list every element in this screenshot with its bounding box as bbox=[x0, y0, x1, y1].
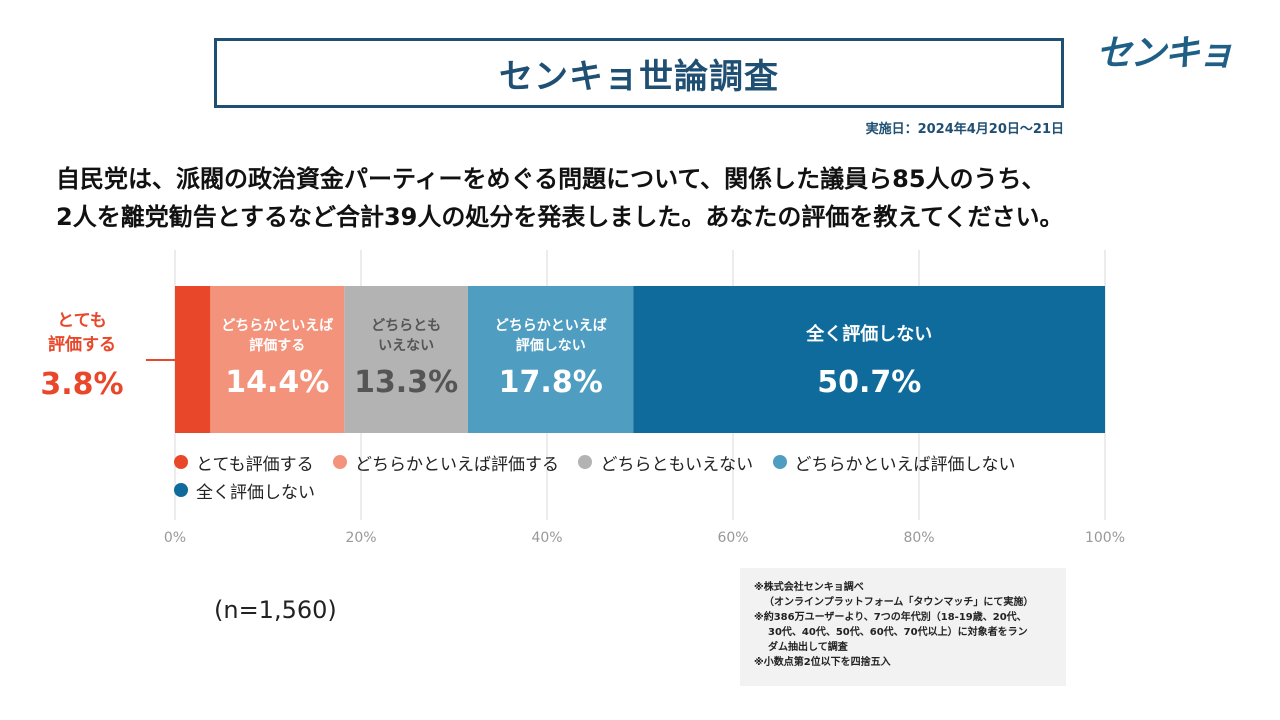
bars bbox=[175, 286, 1105, 433]
tick-label: 40% bbox=[531, 530, 562, 546]
tick-label: 80% bbox=[903, 530, 934, 546]
footnote: ダム抽出して調査 bbox=[768, 642, 848, 653]
legend-dot-icon bbox=[174, 455, 188, 469]
footnote: 30代、40代、50代、60代、70代以上）に対象者をラン bbox=[768, 627, 1028, 638]
bar-segment bbox=[210, 286, 345, 433]
legend-label: とても評価する bbox=[196, 454, 314, 475]
footnotes: ※株式会社センキョ調べ （オンラインプラットフォーム「タウンマッチ」にて実施） … bbox=[740, 568, 1066, 686]
footnote: ※約386万ユーザーより、7つの年代別（18-19歳、20代、 bbox=[754, 612, 1027, 623]
question-line-2: 2人を離党勧告とするなど合計39人の処分を発表しました。あなたの評価を教えてくだ… bbox=[56, 203, 1064, 231]
question-line-1: 自民党は、派閥の政治資金パーティーをめぐる問題について、関係した議員ら85人のう… bbox=[56, 165, 1046, 193]
legend-label: どちらかといえば評価しない bbox=[794, 454, 1016, 475]
segment-category-label: どちらとも bbox=[371, 318, 441, 334]
segment-category-label: いえない bbox=[378, 338, 434, 354]
legend-item: どちらかといえば評価しない bbox=[772, 448, 1016, 476]
brand-logo: センキョ bbox=[1096, 33, 1234, 74]
legend-label: 全く評価しない bbox=[196, 482, 315, 503]
data-label: 14.4% bbox=[225, 365, 329, 400]
data-label: 13.3% bbox=[354, 365, 458, 400]
tick-label: 20% bbox=[345, 530, 376, 546]
page-title: センキョ世論調査 bbox=[499, 56, 779, 97]
segment-category-label: どちらかといえば bbox=[495, 318, 607, 334]
bar-labels: とても評価する3.8%どちらかといえば評価する14.4%どちらともいえない13.… bbox=[40, 311, 932, 402]
data-label: 3.8% bbox=[40, 367, 123, 402]
tick-label: 0% bbox=[164, 530, 186, 546]
segment-category-label: 全く評価しない bbox=[805, 323, 932, 345]
bar-segment bbox=[633, 286, 1105, 433]
legend: とても評価する どちらかといえば評価する どちらともいえない どちらかといえば評… bbox=[174, 448, 1074, 504]
data-label: 17.8% bbox=[499, 365, 603, 400]
legend-dot-icon bbox=[578, 455, 593, 469]
legend-dot-icon bbox=[174, 483, 188, 497]
survey-date: 実施日：2024年4月20日〜21日 bbox=[865, 122, 1064, 137]
legend-dot-icon bbox=[772, 455, 787, 469]
survey-question: 自民党は、派閥の政治資金パーティーをめぐる問題について、関係した議員ら85人のう… bbox=[56, 160, 1236, 236]
legend-label: どちらかといえば評価する bbox=[355, 454, 560, 475]
legend-item: 全く評価しない bbox=[174, 476, 315, 504]
segment-category-label: どちらかといえば bbox=[221, 318, 333, 334]
x-axis-ticks: 0% 20% 40% 60% 80% 100% bbox=[164, 530, 1125, 546]
footnote: （オンラインプラットフォーム「タウンマッチ」にて実施） bbox=[764, 597, 1034, 608]
segment-category-label: 評価する bbox=[48, 334, 116, 355]
sample-size: (n=1,560) bbox=[214, 596, 337, 624]
bar-segment bbox=[344, 286, 468, 433]
title-box: センキョ世論調査 bbox=[214, 38, 1064, 108]
tick-label: 60% bbox=[717, 530, 748, 546]
bar-segment bbox=[467, 286, 634, 433]
legend-item: どちらともいえない bbox=[578, 448, 753, 476]
data-label: 50.7% bbox=[817, 365, 921, 400]
segment-category-label: 評価しない bbox=[516, 337, 586, 354]
segment-category-label: 評価する bbox=[249, 337, 305, 354]
legend-item: とても評価する bbox=[174, 448, 314, 476]
segment-category-label: とても bbox=[57, 311, 107, 331]
legend-label: どちらともいえない bbox=[600, 454, 754, 475]
footnote: ※株式会社センキョ調べ bbox=[754, 582, 864, 593]
footnote: ※小数点第2位以下を四捨五入 bbox=[754, 657, 891, 668]
bar-segment bbox=[175, 286, 211, 433]
legend-item: どちらかといえば評価する bbox=[333, 448, 559, 476]
tick-label: 100% bbox=[1085, 530, 1125, 546]
legend-dot-icon bbox=[333, 455, 348, 469]
